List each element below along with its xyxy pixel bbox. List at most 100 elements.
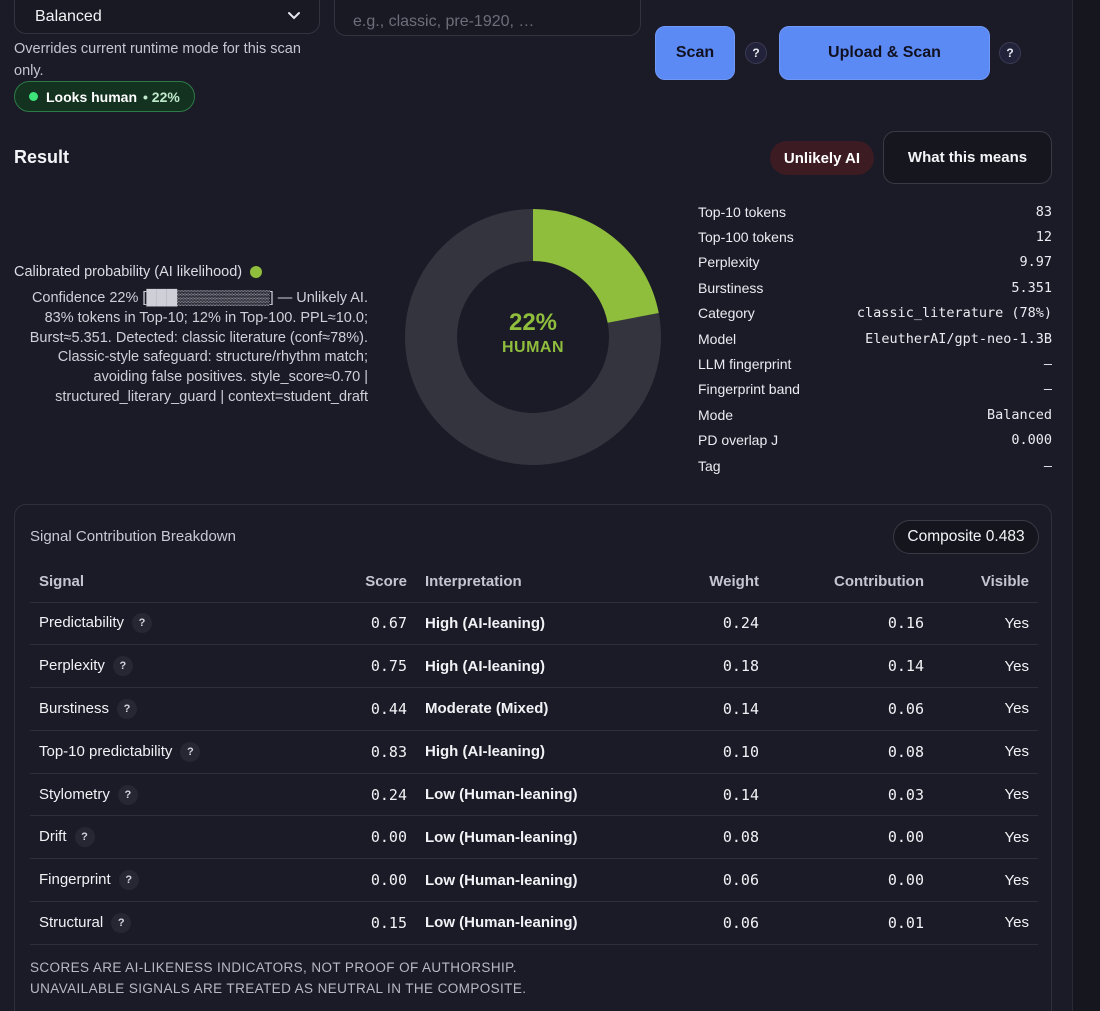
signal-card-title: Signal Contribution Breakdown: [30, 528, 236, 545]
stat-value: classic_literature (78%): [856, 305, 1052, 322]
signal-name: Burstiness: [39, 699, 110, 717]
status-badge: Looks human • 22%: [14, 81, 195, 112]
signal-score: 0.83: [330, 730, 407, 774]
stat-value: 83: [1035, 203, 1052, 220]
what-this-means-button[interactable]: What this means: [883, 131, 1052, 184]
col-visible: Visible: [924, 562, 1038, 603]
signal-weight: 0.18: [637, 644, 759, 689]
signal-name-cell: Stylometry?: [30, 773, 330, 817]
mode-select[interactable]: Balanced: [14, 0, 320, 34]
stat-key: LLM fingerprint: [698, 356, 792, 373]
signal-visible: Yes: [924, 815, 1038, 860]
signal-name: Perplexity: [39, 657, 105, 675]
result-explanation: Confidence 22% [███▒▒▒▒▒▒▒▒▒] — Unlikely…: [29, 290, 368, 405]
signal-contribution: 0.14: [759, 644, 924, 689]
mode-override-note: Overrides current runtime mode for this …: [14, 41, 301, 79]
signal-help-icon[interactable]: ?: [117, 784, 138, 805]
donut-center: 22% HUMAN: [405, 309, 661, 357]
footnote-line-2: UNAVAILABLE SIGNALS ARE TREATED AS NEUTR…: [30, 981, 527, 996]
scrollbar-track[interactable]: [1072, 0, 1100, 1011]
signal-help-icon[interactable]: ?: [112, 656, 133, 677]
signal-contribution: 0.00: [759, 858, 924, 903]
table-row: Predictability? 0.67 High (AI-leaning) 0.24…: [30, 602, 1038, 646]
mode-select-value: Balanced: [35, 8, 102, 25]
signal-interpretation: Low (Human-leaning): [407, 773, 637, 817]
table-row: Top-10 predictability? 0.83 High (AI-leani…: [30, 730, 1038, 774]
signal-contribution: 0.03: [759, 773, 924, 817]
donut-percent: 22%: [508, 309, 558, 336]
col-interpretation: Interpretation: [407, 562, 637, 603]
composite-badge: Composite 0.483: [893, 520, 1039, 554]
stat-value: –: [1043, 356, 1052, 373]
signal-name-cell: Drift?: [30, 815, 330, 860]
signal-score: 0.24: [330, 773, 407, 817]
signal-contribution: 0.06: [759, 687, 924, 731]
status-badge-pct: • 22%: [143, 88, 180, 105]
stat-value: –: [1043, 457, 1052, 474]
col-contribution: Contribution: [759, 562, 924, 603]
probability-dot-icon: [250, 266, 263, 278]
stat-key: Perplexity: [698, 254, 760, 271]
signal-visible: Yes: [924, 730, 1038, 774]
upload-help-icon[interactable]: ?: [999, 42, 1021, 64]
scan-help-icon[interactable]: ?: [745, 42, 767, 64]
signal-visible: Yes: [924, 644, 1038, 689]
stat-key: Top-100 tokens: [698, 229, 794, 246]
signal-name: Stylometry: [39, 785, 110, 803]
signal-visible: Yes: [924, 773, 1038, 817]
signal-help-icon[interactable]: ?: [132, 613, 153, 634]
scan-button[interactable]: Scan: [655, 26, 735, 80]
table-row: Structural? 0.15 Low (Human-leaning) 0.06 0.…: [30, 901, 1038, 945]
signal-contribution: 0.01: [759, 901, 924, 945]
probability-label-text: Calibrated probability (AI likelihood): [14, 264, 243, 280]
signal-score: 0.15: [330, 901, 407, 945]
signal-name: Drift: [39, 828, 67, 846]
signal-score: 0.67: [330, 602, 407, 646]
signal-visible: Yes: [924, 687, 1038, 731]
signal-help-icon[interactable]: ?: [180, 741, 201, 762]
signal-help-icon[interactable]: ?: [117, 698, 138, 719]
signal-name-cell: Burstiness?: [30, 687, 330, 731]
signal-name: Structural: [39, 913, 104, 931]
signal-help-icon[interactable]: ?: [111, 912, 132, 933]
table-row: Stylometry? 0.24 Low (Human-leaning) 0.14 0.…: [30, 773, 1038, 817]
era-input[interactable]: [334, 0, 641, 36]
signal-breakdown-card: Signal Contribution Breakdown Composite …: [14, 504, 1052, 1011]
signal-help-icon[interactable]: ?: [118, 870, 139, 891]
signal-name-cell: Structural?: [30, 901, 330, 945]
stat-value: –: [1043, 381, 1052, 398]
signal-interpretation: Low (Human-leaning): [407, 901, 637, 945]
status-badge-label: Looks human: [46, 88, 138, 105]
signal-help-icon[interactable]: ?: [74, 827, 95, 848]
signal-interpretation: Low (Human-leaning): [407, 815, 637, 860]
stat-row: Tag –: [698, 453, 1052, 478]
stat-value: 9.97: [1019, 254, 1052, 271]
table-row: Fingerprint? 0.00 Low (Human-leaning) 0.06 0…: [30, 858, 1038, 903]
signal-visible: Yes: [924, 858, 1038, 903]
signal-name-cell: Top-10 predictability?: [30, 730, 330, 774]
stat-row: Top-10 tokens 83: [698, 199, 1052, 224]
signal-weight: 0.06: [637, 901, 759, 945]
signal-name-cell: Perplexity?: [30, 644, 330, 689]
stat-row: Category classic_literature (78%): [698, 301, 1052, 326]
stat-key: Category: [698, 305, 755, 322]
verdict-badge: Unlikely AI: [770, 141, 874, 175]
stat-row: Burstiness 5.351: [698, 275, 1052, 300]
signal-name: Top-10 predictability: [39, 742, 173, 760]
stat-value: 5.351: [1011, 279, 1052, 296]
stat-row: Mode Balanced: [698, 402, 1052, 427]
signal-interpretation: High (AI-leaning): [407, 730, 637, 774]
stat-row: Model EleutherAI/gpt-neo-1.3B: [698, 326, 1052, 351]
signal-weight: 0.14: [637, 773, 759, 817]
stat-key: Model: [698, 330, 737, 347]
signal-name: Fingerprint: [39, 871, 111, 889]
stat-row: Perplexity 9.97: [698, 250, 1052, 275]
stat-row: PD overlap J 0.000: [698, 428, 1052, 453]
stat-key: Tag: [698, 457, 721, 474]
upload-scan-button[interactable]: Upload & Scan: [779, 26, 990, 80]
table-row: Burstiness? 0.44 Moderate (Mixed) 0.14 0.06 Y…: [30, 687, 1038, 731]
footnote-line-1: SCORES ARE AI-LIKENESS INDICATORS, NOT P…: [30, 960, 517, 975]
stat-value: Balanced: [986, 406, 1052, 423]
col-signal: Signal: [30, 562, 330, 603]
signal-interpretation: Low (Human-leaning): [407, 858, 637, 903]
